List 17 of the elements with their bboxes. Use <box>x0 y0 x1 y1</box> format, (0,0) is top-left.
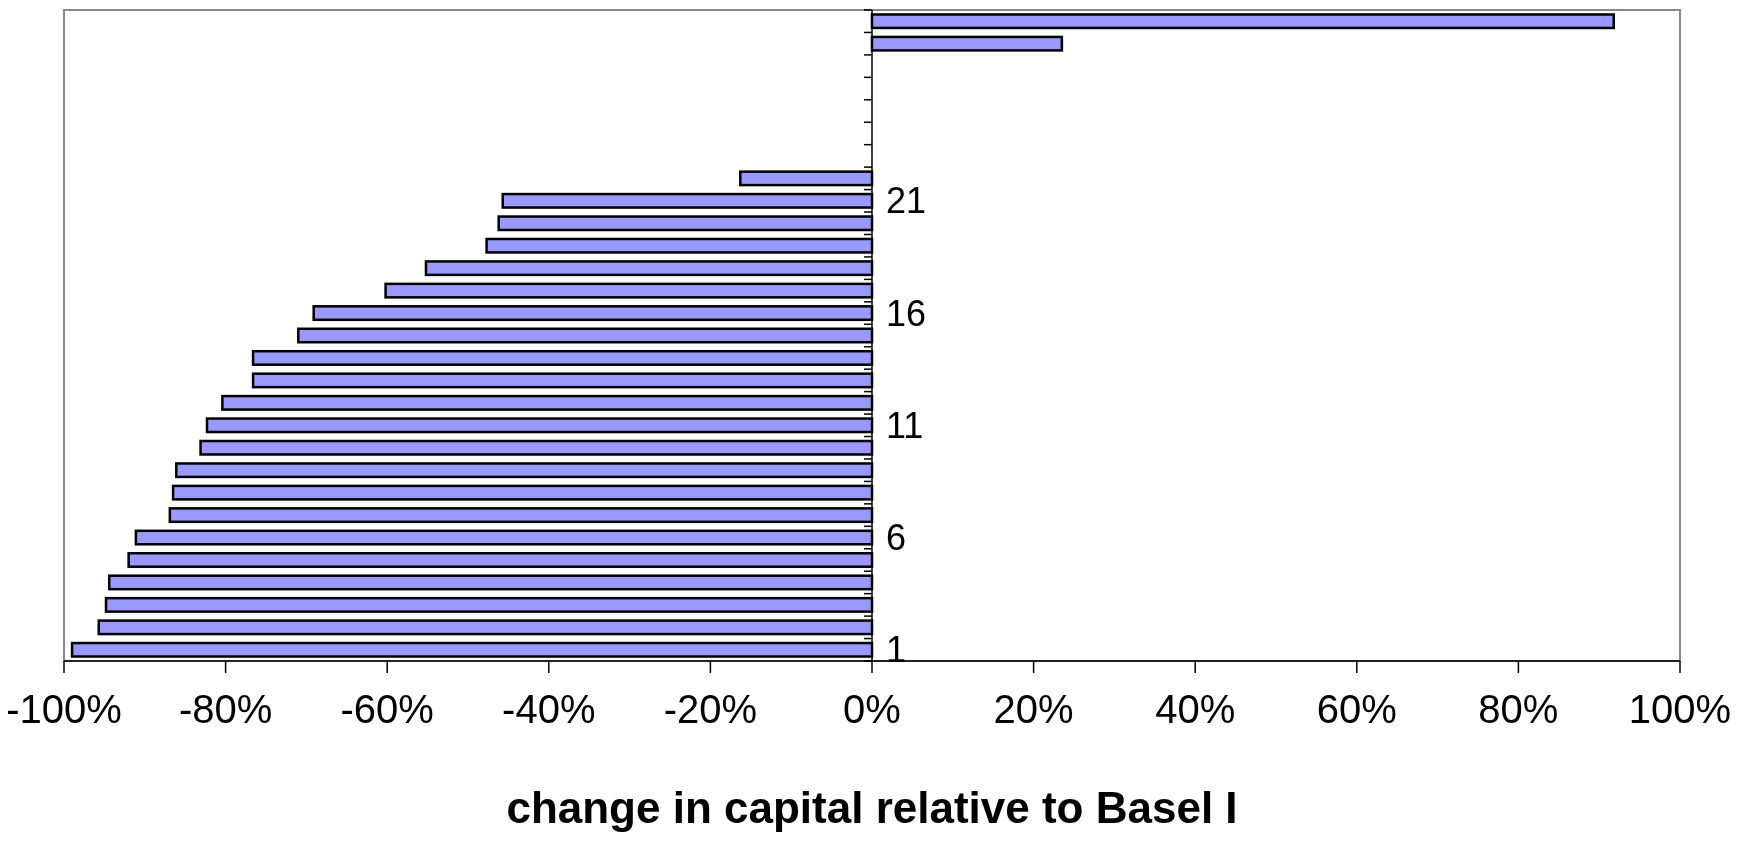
x-tick-label: -20% <box>663 687 758 731</box>
y-tick-label: 16 <box>886 292 927 334</box>
x-tick-label: -40% <box>502 687 596 731</box>
x-tick-label: -80% <box>178 687 273 731</box>
x-axis-title: change in capital relative to Basel I <box>506 783 1238 832</box>
x-tick-label: -60% <box>340 687 434 731</box>
x-tick-label: 80% <box>1478 687 1559 731</box>
y-tick-label: 6 <box>886 517 907 559</box>
x-tick-label: 40% <box>1155 687 1236 731</box>
y-tick-label: 1 <box>886 629 907 671</box>
x-tick-label: 60% <box>1316 687 1397 731</box>
x-tick-label: 100% <box>1628 687 1732 731</box>
x-tick-label: 0% <box>843 687 901 731</box>
y-tick-label: 21 <box>886 180 927 222</box>
y-tick-label: 11 <box>886 404 924 446</box>
x-tick-label: 20% <box>993 687 1074 731</box>
x-tick-label: -100% <box>6 687 122 731</box>
